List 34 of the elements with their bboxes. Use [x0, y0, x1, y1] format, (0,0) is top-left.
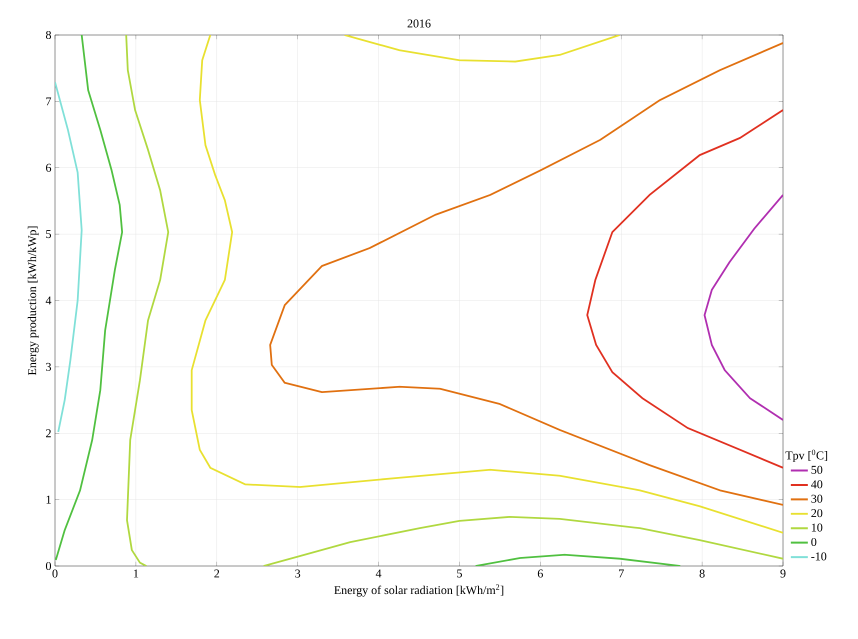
- legend-label: 50: [812, 466, 822, 474]
- legend-label: 10: [812, 524, 822, 532]
- x-tick-label: 3: [295, 570, 300, 578]
- legend-label: 20: [811, 509, 822, 518]
- legend-label: 40: [811, 480, 822, 488]
- y-tick-label: 4: [46, 296, 52, 304]
- legend-label: -10: [811, 552, 826, 560]
- y-tick-label: 8: [46, 30, 52, 40]
- y-axis-title: Energy production [kWh/kWp]: [28, 226, 39, 376]
- x-tick-label: 8: [700, 570, 705, 578]
- x-tick-label: 2: [214, 570, 220, 578]
- y-tick-label: 1: [46, 496, 51, 504]
- line-series: [55, 81, 83, 433]
- line-series: [586, 109, 784, 469]
- x-tick-label: 6: [538, 570, 543, 578]
- x-tick-label: 0: [52, 570, 58, 578]
- line-series: [704, 194, 784, 421]
- y-tick-label: 3: [46, 362, 52, 371]
- legend-title: Tpv [$^{0}$C]: [786, 450, 828, 462]
- x-tick-label: 5: [457, 570, 462, 578]
- chart-title: 2016: [408, 19, 431, 28]
- y-tick-label: 7: [46, 97, 52, 106]
- x-tick-label: 1: [134, 570, 138, 578]
- line-series: [269, 42, 784, 506]
- x-tick-label: 7: [619, 570, 624, 578]
- x-tick-label: 9: [780, 570, 786, 578]
- y-tick-label: 6: [46, 164, 52, 172]
- y-tick-label: 5: [46, 230, 52, 238]
- y-tick-label: 0: [46, 562, 52, 570]
- legend-label: 30: [811, 494, 822, 503]
- x-tick-label: 4: [376, 570, 382, 578]
- y-tick-label: 2: [46, 429, 51, 438]
- x-axis-title: Energy of solar radiation [kWh/m$^{2}$]: [334, 584, 504, 597]
- legend-label: 0: [811, 538, 816, 546]
